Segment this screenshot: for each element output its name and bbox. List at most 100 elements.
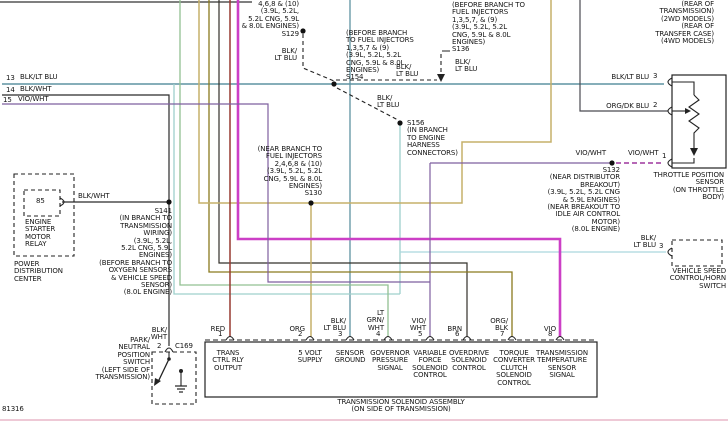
- tps-pin3-number: 3: [653, 72, 658, 80]
- tps-pin2-connector: [667, 106, 673, 116]
- wire-brn: [218, 0, 468, 337]
- tps-box: [671, 74, 727, 169]
- s136-arrowhead: [437, 74, 445, 82]
- splice-dot-s141: [166, 199, 172, 205]
- pin7-wire-color: ORG/ BLK: [490, 317, 508, 333]
- relay-wire-label: BLK/WHT: [78, 192, 110, 200]
- pin-bump-8: [555, 335, 565, 341]
- splice-s132-note: S132 (NEAR DISTRIBUTOR BREAKOUT) (3.9L, …: [547, 166, 620, 234]
- tps-pin1-wire-label: VIO/WHT: [628, 149, 659, 157]
- tps-pin2-number: 2: [653, 101, 658, 109]
- wire-org-dk-blu: [579, 0, 668, 112]
- tps-pin2-wire-label: ORG/DK BLU: [606, 102, 649, 110]
- splice-dot-s156: [397, 120, 403, 126]
- pin-number-2: 2: [298, 330, 303, 338]
- splice-dot-s130: [308, 200, 314, 206]
- relay-box: [23, 189, 61, 217]
- figure-number: 81316: [2, 405, 24, 413]
- pin-number-8: 8: [548, 330, 553, 338]
- pin-bump-1: [225, 335, 235, 341]
- s132-wire-label: VIO/WHT: [575, 149, 607, 157]
- pin-number-7: 7: [500, 330, 505, 338]
- pin8-wire-color: VIO: [543, 325, 556, 333]
- pin-number-1: 1: [218, 330, 223, 338]
- wire-label-15: VIO/WHT: [18, 95, 49, 103]
- pin4-wire-color: LT GRN/ WHT: [366, 309, 385, 332]
- rear-of-transmission-note: (REAR OF TRANSMISSION) (2WD MODELS) (REA…: [655, 0, 714, 46]
- wire-label-14: BLK/WHT: [20, 85, 52, 93]
- wire-org-blk: [208, 0, 513, 337]
- splice-s136-note: (BEFORE BRANCH TO FUEL INJECTORS 1,3,5,7…: [452, 1, 525, 54]
- wire-org-supply: [198, 0, 552, 204]
- pn-switch-wire-label: BLK/ WHT: [150, 326, 167, 342]
- pin-bump-7: [507, 335, 517, 341]
- tps-label: THROTTLE POSITION SENSOR (ON THROTTLE BO…: [653, 171, 724, 202]
- dashed-s129-to-s154: [302, 34, 335, 82]
- pin2-function: 5 VOLT SUPPLY: [297, 349, 323, 365]
- splice-s156-note: S156 (IN BRANCH TO ENGINE HARNESS CONNEC…: [407, 119, 458, 157]
- solenoid-assembly-caption: TRANSMISSION SOLENOID ASSEMBLY (ON SIDE …: [337, 398, 465, 414]
- s136-wire-label: BLK/ LT BLU: [455, 58, 478, 74]
- pn-switch-box: [151, 351, 197, 405]
- s154-s136-wire-label: BLK/ LT BLU: [396, 63, 419, 79]
- pn-switch-connector: [164, 347, 174, 353]
- horn-switch-label: VEHICLE SPEED CONTROL/HORN SWITCH: [669, 267, 726, 290]
- wire-number-15: 15: [3, 96, 12, 104]
- tps-resistor-arrow: [690, 148, 698, 156]
- pin5-function: VARIABLE FORCE SOLENOID CONTROL: [412, 349, 448, 380]
- pin-number-3: 3: [338, 330, 343, 338]
- pn-switch-label: PARK/ NEUTRAL POSITION SWITCH (LEFT SIDE…: [95, 336, 150, 382]
- splice-s154-note: (BEFORE BRANCH TO FUEL INJECTORS 1,3,5,7…: [346, 29, 414, 82]
- horn-wire-label: BLK/ LT BLU: [633, 234, 656, 250]
- pin-bump-2: [305, 335, 315, 341]
- wire-vio-wht-line15: [2, 103, 430, 283]
- pn-switch-blade: [157, 358, 170, 383]
- pin3-function: SENSOR GROUND: [334, 349, 366, 365]
- pin-bump-6: [462, 335, 472, 341]
- pin-bump-3: [345, 335, 355, 341]
- tps-pin1-connector: [667, 158, 673, 168]
- wire-label-13: BLK/LT BLU: [20, 73, 58, 81]
- pin-bump-5: [425, 335, 435, 341]
- wire-number-14: 14: [6, 86, 15, 94]
- splice-dot-s129: [300, 28, 306, 34]
- s154-s156-wire-label: BLK/ LT BLU: [377, 94, 400, 110]
- splice-s130-note: (NEAR BRANCH TO FUEL INJECTORS 2,4,6,8 &…: [257, 145, 322, 198]
- tps-resistor-zigzag: [688, 94, 700, 148]
- tps-pin3-connector: [667, 77, 673, 87]
- wire-number-13: 13: [6, 74, 15, 82]
- pn-switch-connector-label: C169: [175, 342, 193, 350]
- relay-label: ENGINE STARTER MOTOR RELAY: [25, 218, 56, 249]
- pin8-function: TRANSMISSION TEMPERATURE SENSOR SIGNAL: [536, 349, 588, 380]
- pin4-function: GOVERNOR PRESSURE SIGNAL: [370, 349, 410, 372]
- pin-number-5: 5: [418, 330, 423, 338]
- tps-internal-top: [672, 81, 695, 95]
- pin6-function: OVERDRIVE SOLENOID CONTROL: [448, 349, 490, 372]
- horn-pin-number: 3: [659, 242, 664, 250]
- splice-dot-s132: [609, 160, 615, 166]
- horn-switch-connector: [667, 247, 673, 257]
- relay-pin-85: 85: [36, 197, 45, 205]
- splice-s141-note: S141 (IN BRANCH TO TRANSMISSION WIRING) …: [99, 207, 172, 297]
- pin-number-6: 6: [455, 330, 460, 338]
- pn-switch-pin-number: 2: [157, 342, 162, 350]
- splice-dot-s154: [331, 81, 337, 87]
- wire-vio: [236, 0, 562, 337]
- tps-pin1-number: 1: [662, 152, 667, 160]
- wire-blk-wht-line14: [2, 94, 170, 346]
- solenoid-assembly-box: [204, 341, 598, 398]
- s129-wire-label: BLK/ LT BLU: [274, 47, 297, 63]
- tps-wiper-arrow: [685, 108, 691, 114]
- horn-switch-box: [671, 239, 723, 267]
- pin6-wire-color: BRN: [447, 325, 462, 333]
- pin5-wire-color: VIO/ WHT: [409, 317, 426, 333]
- tps-internal-bottom: [672, 158, 695, 164]
- pdc-box: [13, 173, 75, 257]
- tps-pin3-wire-label: BLK/LT BLU: [611, 73, 649, 81]
- pin-number-4: 4: [376, 330, 381, 338]
- pin3-wire-color: BLK/ LT BLU: [323, 317, 346, 333]
- wire-lt-grn-wht: [179, 0, 389, 337]
- splice-s129-note: 4,6,8 & (10) (3.9L, 5.2L, 5.2L CNG, 5.9L…: [241, 0, 300, 38]
